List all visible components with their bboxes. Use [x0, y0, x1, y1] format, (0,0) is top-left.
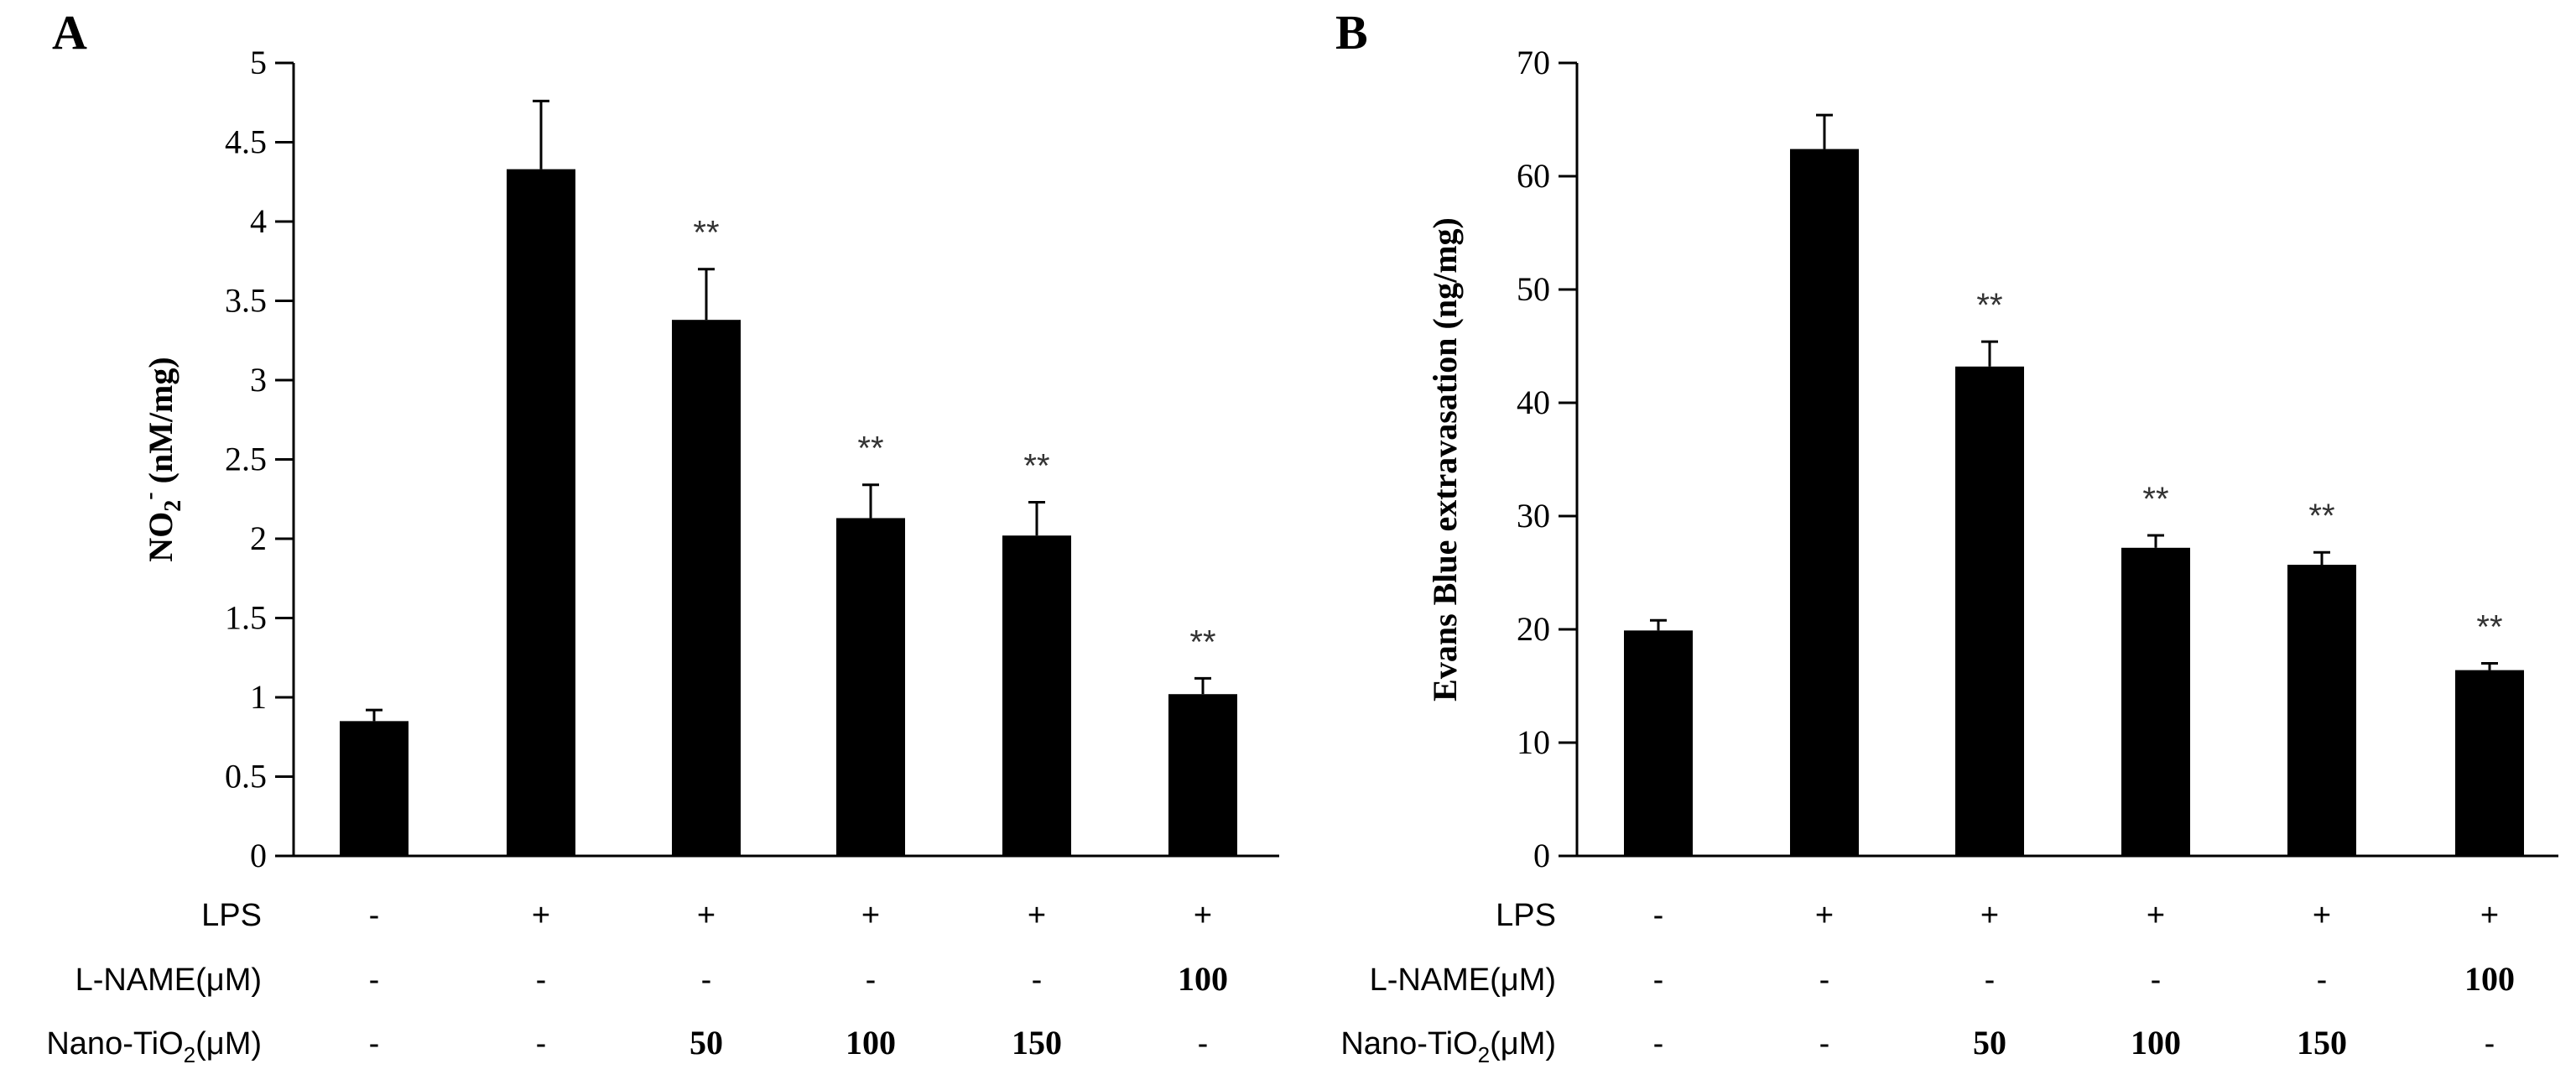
bar-2: [507, 169, 575, 856]
significance-marker-3: **: [1976, 287, 2002, 324]
y-tick-label: 30: [1517, 497, 1550, 535]
row-label-subscript: 2: [184, 1042, 195, 1067]
significance-marker-4: **: [857, 430, 883, 467]
bar-3: [1955, 366, 2024, 856]
treatment-cell: +: [861, 898, 880, 933]
treatment-cell: -: [2317, 962, 2328, 998]
significance-marker-3: **: [693, 215, 719, 252]
treatment-cell: -: [1819, 1026, 1830, 1062]
significance-marker-5: **: [2308, 498, 2334, 535]
treatment-cell: -: [2151, 962, 2162, 998]
treatment-cell: -: [1032, 962, 1043, 998]
treatment-cell: 100: [2464, 960, 2515, 998]
bar-6: [1168, 694, 1237, 856]
treatment-cell: 100: [2131, 1024, 2181, 1062]
treatment-cell: -: [1198, 1026, 1209, 1062]
y-tick-label: 1: [250, 678, 267, 716]
treatment-row-label: Nano-TiO2(μM): [1340, 1026, 1556, 1067]
y-tick-label: 0: [250, 837, 267, 874]
significance-marker-6: **: [2476, 609, 2502, 646]
y-axis-title-superscript: -: [137, 492, 163, 499]
y-tick-label: 60: [1517, 157, 1550, 195]
treatment-cell: +: [697, 898, 716, 933]
bar-6: [2455, 670, 2524, 856]
bar-5: [2287, 565, 2356, 856]
y-tick-label: 5: [250, 44, 267, 81]
y-tick-label: 1.5: [225, 599, 267, 637]
treatment-cell: -: [1653, 898, 1664, 933]
panel-letter: A: [52, 5, 87, 60]
treatment-cell: 100: [846, 1024, 896, 1062]
row-label-main: Nano-TiO: [1340, 1026, 1477, 1062]
y-tick-label: 3.5: [225, 282, 267, 320]
y-tick-label: 2: [250, 519, 267, 557]
row-label-tail: (μM): [195, 1026, 262, 1062]
treatment-cell: +: [2313, 898, 2331, 933]
treatment-cell: +: [1028, 898, 1046, 933]
y-tick-label: 2.5: [225, 441, 267, 478]
treatment-cell: -: [536, 962, 547, 998]
y-tick-label: 3: [250, 361, 267, 399]
treatment-cell: -: [369, 1026, 380, 1062]
treatment-cell: -: [369, 962, 380, 998]
treatment-cell: +: [1194, 898, 1212, 933]
bar-4: [836, 518, 905, 856]
treatment-cell: -: [866, 962, 877, 998]
row-label-main: Nano-TiO: [46, 1026, 183, 1062]
bar-4: [2121, 547, 2190, 856]
bar-2: [1790, 149, 1859, 857]
treatment-cell: 150: [1012, 1024, 1062, 1062]
treatment-row-label: L-NAME(μM): [1370, 962, 1556, 998]
y-tick-label: 0: [1533, 837, 1550, 874]
panel-letter: B: [1335, 5, 1368, 60]
treatment-row-label: Nano-TiO2(μM): [46, 1026, 262, 1067]
row-label-tail: (μM): [1490, 1026, 1556, 1062]
y-tick-label: 20: [1517, 610, 1550, 648]
treatment-cell: +: [2480, 898, 2499, 933]
bar-5: [1002, 535, 1071, 856]
bar-3: [672, 320, 741, 856]
y-tick-label: 10: [1517, 723, 1550, 761]
treatment-cell: -: [1985, 962, 1996, 998]
treatment-cell: -: [369, 898, 380, 933]
significance-marker-5: **: [1023, 448, 1049, 485]
treatment-cell: 100: [1178, 960, 1228, 998]
treatment-cell: 150: [2297, 1024, 2347, 1062]
bar-1: [340, 721, 409, 856]
treatment-cell: -: [536, 1026, 547, 1062]
y-axis-title: NO2- (nM/mg): [137, 357, 186, 561]
panel-b: B 0 10 20 30 40 50 60 70 Evans Blue extravasation…: [1335, 5, 2558, 1067]
row-label-subscript: 2: [1478, 1042, 1490, 1067]
y-axis-title: Evans Blue extravasation (ng/mg): [1426, 217, 1464, 702]
treatment-cell: -: [701, 962, 712, 998]
treatment-cell: 50: [1973, 1024, 2006, 1062]
y-axis-title-main: NO: [142, 512, 180, 562]
bar-1: [1624, 630, 1693, 856]
significance-marker-6: **: [1189, 623, 1215, 660]
y-tick-label: 40: [1517, 383, 1550, 421]
treatment-cell: +: [2147, 898, 2165, 933]
treatment-row-label: LPS: [201, 898, 262, 933]
treatment-cell: +: [1815, 898, 1834, 933]
y-axis-title-unit: (nM/mg): [142, 357, 180, 492]
y-tick-label: 4: [250, 202, 267, 240]
y-tick-label: 70: [1517, 44, 1550, 81]
y-tick-label: 4.5: [225, 123, 267, 161]
treatment-cell: +: [532, 898, 550, 933]
y-tick-label: 0.5: [225, 758, 267, 795]
significance-marker-4: **: [2142, 481, 2168, 518]
treatment-cell: +: [1980, 898, 1999, 933]
treatment-row-label: L-NAME(μM): [75, 962, 262, 998]
treatment-cell: -: [1819, 962, 1830, 998]
treatment-row-label: LPS: [1496, 898, 1556, 933]
treatment-cell: -: [2485, 1026, 2495, 1062]
y-axis-title-subscript: 2: [160, 500, 186, 512]
y-tick-label: 50: [1517, 270, 1550, 308]
treatment-cell: -: [1653, 1026, 1664, 1062]
treatment-cell: 50: [690, 1024, 723, 1062]
treatment-cell: -: [1653, 962, 1664, 998]
